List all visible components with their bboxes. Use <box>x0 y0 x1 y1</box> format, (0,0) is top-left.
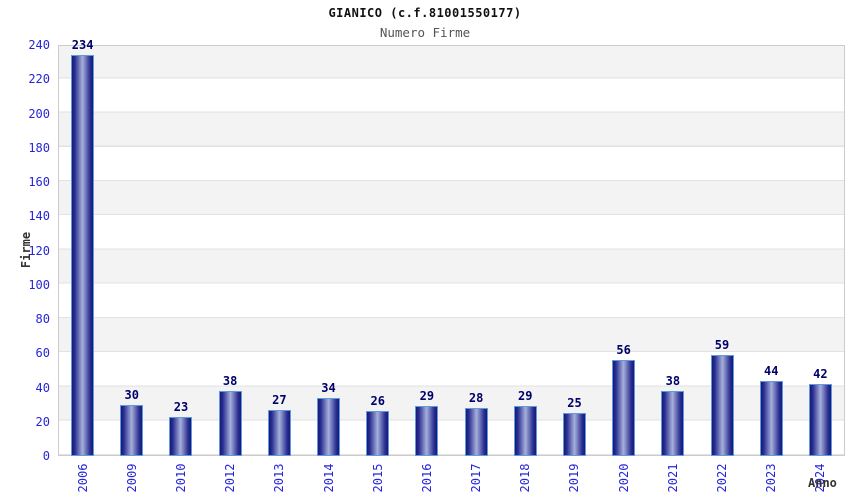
x-tick-label: 2006 <box>75 463 90 493</box>
x-tick-label: 2017 <box>469 463 484 493</box>
y-tick-label: 180 <box>28 140 50 155</box>
x-tick-label: 2022 <box>715 463 730 493</box>
chart-title: GIANICO (c.f.81001550177) <box>328 6 522 20</box>
x-tick-label: 2021 <box>665 463 680 493</box>
x-tick-label: 2015 <box>370 463 385 493</box>
plot-area <box>58 45 845 456</box>
x-tick-label: 2012 <box>223 463 238 493</box>
x-tick-label: 2010 <box>173 463 188 493</box>
y-tick-label: 100 <box>28 277 50 292</box>
x-axis-title: Anno <box>808 476 837 490</box>
x-tick-label: 2020 <box>616 463 631 493</box>
y-tick-label: 80 <box>35 312 50 326</box>
y-tick-label: 20 <box>35 414 50 429</box>
x-tick-label: 2018 <box>518 463 533 493</box>
x-tick-label: 2013 <box>272 463 287 493</box>
y-tick-label: 0 <box>42 449 50 463</box>
y-tick-label: 140 <box>28 209 50 224</box>
y-tick-label: 220 <box>28 72 50 87</box>
y-tick-label: 160 <box>28 175 50 189</box>
y-axis-title: Firme <box>19 231 33 269</box>
x-tick-label: 2016 <box>419 463 434 493</box>
x-tick-label: 2019 <box>567 463 582 493</box>
chart-subtitle: Numero Firme <box>379 25 471 40</box>
x-tick-label: 2023 <box>764 463 779 493</box>
x-tick-label: 2009 <box>124 463 139 493</box>
y-tick-label: 40 <box>35 380 50 395</box>
y-tick-label: 60 <box>35 346 50 361</box>
x-tick-label: 2014 <box>321 463 336 493</box>
y-tick-label: 200 <box>28 106 50 121</box>
